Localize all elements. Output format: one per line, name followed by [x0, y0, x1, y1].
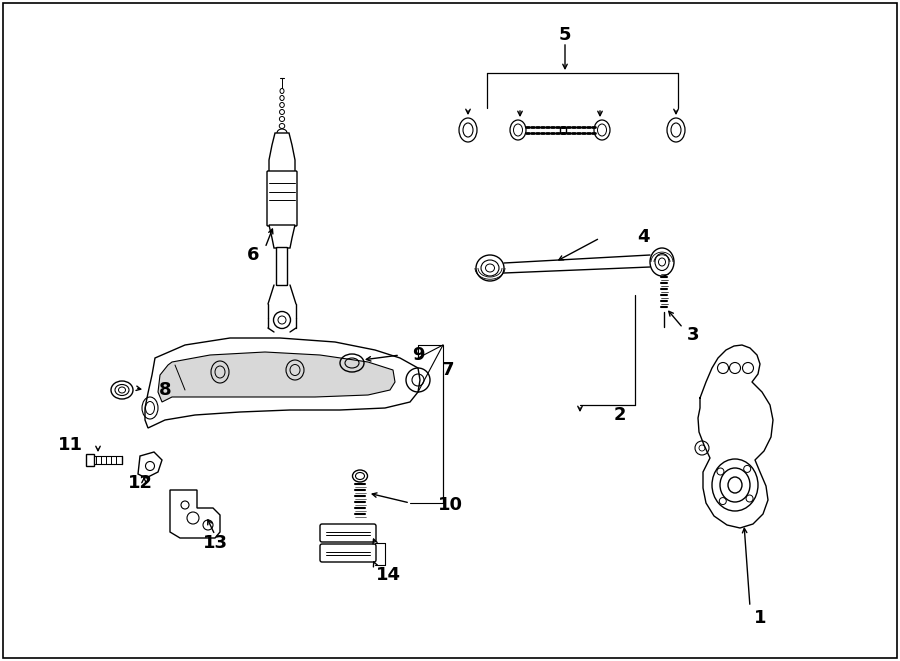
Polygon shape	[170, 490, 220, 538]
Text: 13: 13	[202, 534, 228, 552]
Polygon shape	[158, 352, 395, 402]
Text: 5: 5	[559, 26, 572, 44]
Text: 12: 12	[128, 474, 152, 492]
Text: 2: 2	[614, 406, 626, 424]
Polygon shape	[145, 338, 420, 428]
FancyBboxPatch shape	[276, 247, 287, 286]
FancyBboxPatch shape	[320, 524, 376, 542]
FancyBboxPatch shape	[267, 171, 297, 226]
Polygon shape	[269, 133, 295, 172]
FancyBboxPatch shape	[320, 544, 376, 562]
Text: 1: 1	[754, 609, 766, 627]
Text: 3: 3	[687, 326, 699, 344]
Text: 11: 11	[58, 436, 83, 454]
Text: 6: 6	[247, 246, 259, 264]
Text: 14: 14	[375, 566, 401, 584]
Text: 9: 9	[412, 346, 424, 364]
Text: 8: 8	[158, 381, 171, 399]
FancyBboxPatch shape	[86, 454, 94, 466]
Text: 4: 4	[637, 228, 649, 246]
Text: 10: 10	[437, 496, 463, 514]
Text: 7: 7	[442, 361, 454, 379]
Polygon shape	[138, 452, 162, 478]
Polygon shape	[269, 225, 295, 248]
